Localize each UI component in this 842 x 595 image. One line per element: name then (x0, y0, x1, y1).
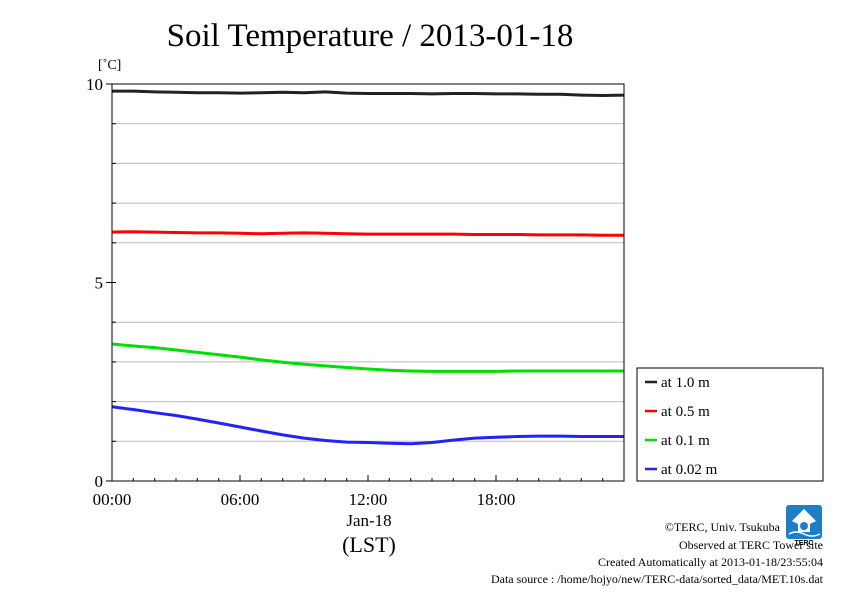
legend-label: at 0.1 m (661, 433, 710, 449)
series-line (111, 342, 624, 373)
x-axis-date-label: Jan-18 (346, 511, 391, 530)
x-tick-label: 12:00 (349, 490, 388, 509)
x-tick-label: 00:00 (93, 490, 132, 509)
legend-label: at 1.0 m (661, 375, 710, 391)
grid-lines (112, 123, 624, 442)
logo-text: TERC (794, 540, 813, 547)
y-tick-label: 0 (95, 472, 104, 491)
terc-logo (786, 505, 822, 539)
x-axis-label: (LST) (342, 532, 396, 557)
series-line (112, 89, 625, 97)
legend-box (636, 367, 824, 482)
y-tick-label: 5 (95, 274, 104, 293)
copyright-text: ©TERC, Univ. Tsukuba (665, 520, 781, 534)
plot-frame (111, 83, 625, 482)
series-line (111, 230, 624, 237)
source-text: Data source : /home/hojyo/new/TERC-data/… (491, 572, 824, 586)
created-text: Created Automatically at 2013-01-18/23:5… (598, 555, 823, 569)
observed-text: Observed at TERC Tower site (679, 538, 823, 552)
x-tick-label: 18:00 (477, 490, 516, 509)
x-axis-ticks: 00:00 06:00 12:00 18:00 (93, 475, 604, 509)
legend-label: at 0.5 m (661, 404, 710, 420)
legend-entries: at 1.0 m at 0.5 m at 0.1 m at 0.02 m (645, 375, 718, 478)
series-lines (111, 89, 625, 446)
y-axis-unit: [˚C] (98, 58, 121, 73)
legend-label: at 0.02 m (661, 462, 718, 478)
chart-title: Soil Temperature / 2013-01-18 (167, 18, 574, 54)
y-tick-label: 10 (86, 75, 103, 94)
series-line (111, 405, 624, 446)
x-tick-label: 06:00 (221, 490, 260, 509)
y-axis-ticks: 0 5 10 (86, 75, 116, 491)
